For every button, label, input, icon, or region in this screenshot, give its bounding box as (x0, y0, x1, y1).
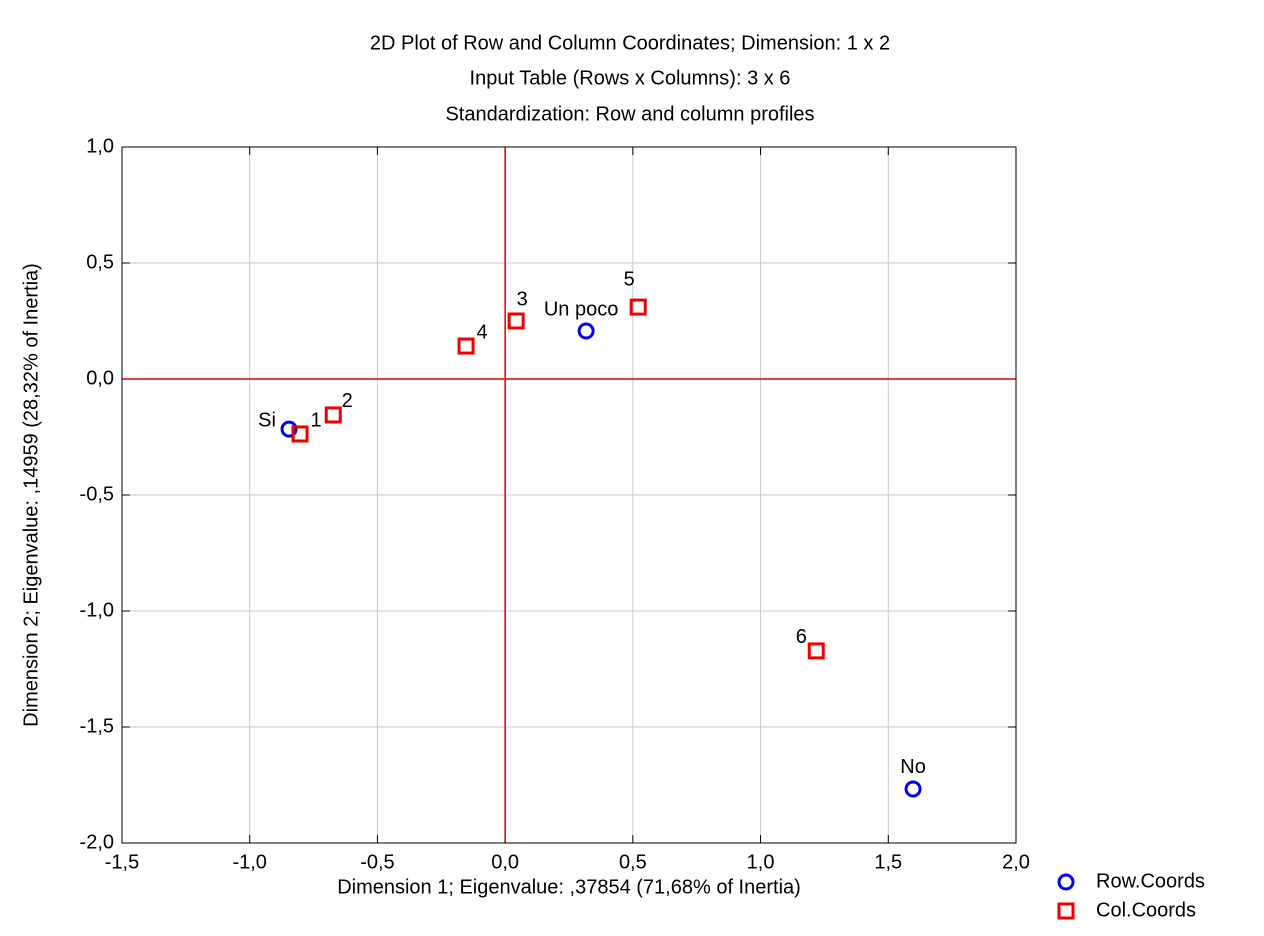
point (280, 420, 298, 438)
point (807, 642, 825, 660)
legend-label: Row.Coords (1096, 870, 1205, 892)
x-tick-label: 1,0 (747, 851, 775, 873)
point-label: Si (258, 409, 276, 431)
point-label: 1 (310, 409, 321, 431)
legend-marker (1057, 873, 1075, 891)
point-label: No (900, 756, 926, 778)
point (324, 406, 342, 424)
point (577, 322, 595, 340)
x-tick-label: -1,0 (232, 851, 266, 873)
x-tick-label: 0,5 (619, 851, 647, 873)
point-label: Un poco (544, 298, 619, 320)
point-label: 4 (476, 321, 487, 343)
y-tick-label: -0,5 (80, 483, 114, 505)
point-label: 5 (624, 268, 635, 290)
x-tick-label: 1,5 (874, 851, 902, 873)
point (457, 337, 475, 355)
plot-frame (121, 146, 1017, 844)
point-label: 2 (342, 390, 353, 412)
y-tick-label: -1,5 (80, 715, 114, 737)
point (291, 425, 309, 443)
x-tick-label: -1,5 (105, 851, 139, 873)
chart-subtitle: Input Table (Rows x Columns): 3 x 6 (470, 67, 791, 89)
y-tick-label: -1,0 (80, 599, 114, 621)
y-tick-label: 0,5 (86, 251, 114, 273)
x-tick-label: 2,0 (1002, 851, 1030, 873)
point-label: 3 (517, 288, 528, 310)
chart-title: 2D Plot of Row and Column Coordinates; D… (370, 32, 890, 54)
point-label: 6 (796, 626, 807, 648)
x-axis-label: Dimension 1; Eigenvalue: ,37854 (71,68% … (337, 876, 801, 898)
point (904, 780, 922, 798)
point (629, 298, 647, 316)
x-tick-label: 0,0 (491, 851, 519, 873)
y-axis-label: Dimension 2; Eigenvalue: ,14959 (28,32% … (20, 263, 42, 727)
chart-subtitle: Standardization: Row and column profiles (445, 103, 814, 125)
point (507, 312, 525, 330)
y-tick-label: 0,0 (86, 367, 114, 389)
y-tick-label: -2,0 (80, 831, 114, 853)
y-tick-label: 1,0 (86, 135, 114, 157)
legend-label: Col.Coords (1096, 899, 1196, 921)
legend-marker (1057, 902, 1075, 920)
x-tick-label: -0,5 (360, 851, 394, 873)
